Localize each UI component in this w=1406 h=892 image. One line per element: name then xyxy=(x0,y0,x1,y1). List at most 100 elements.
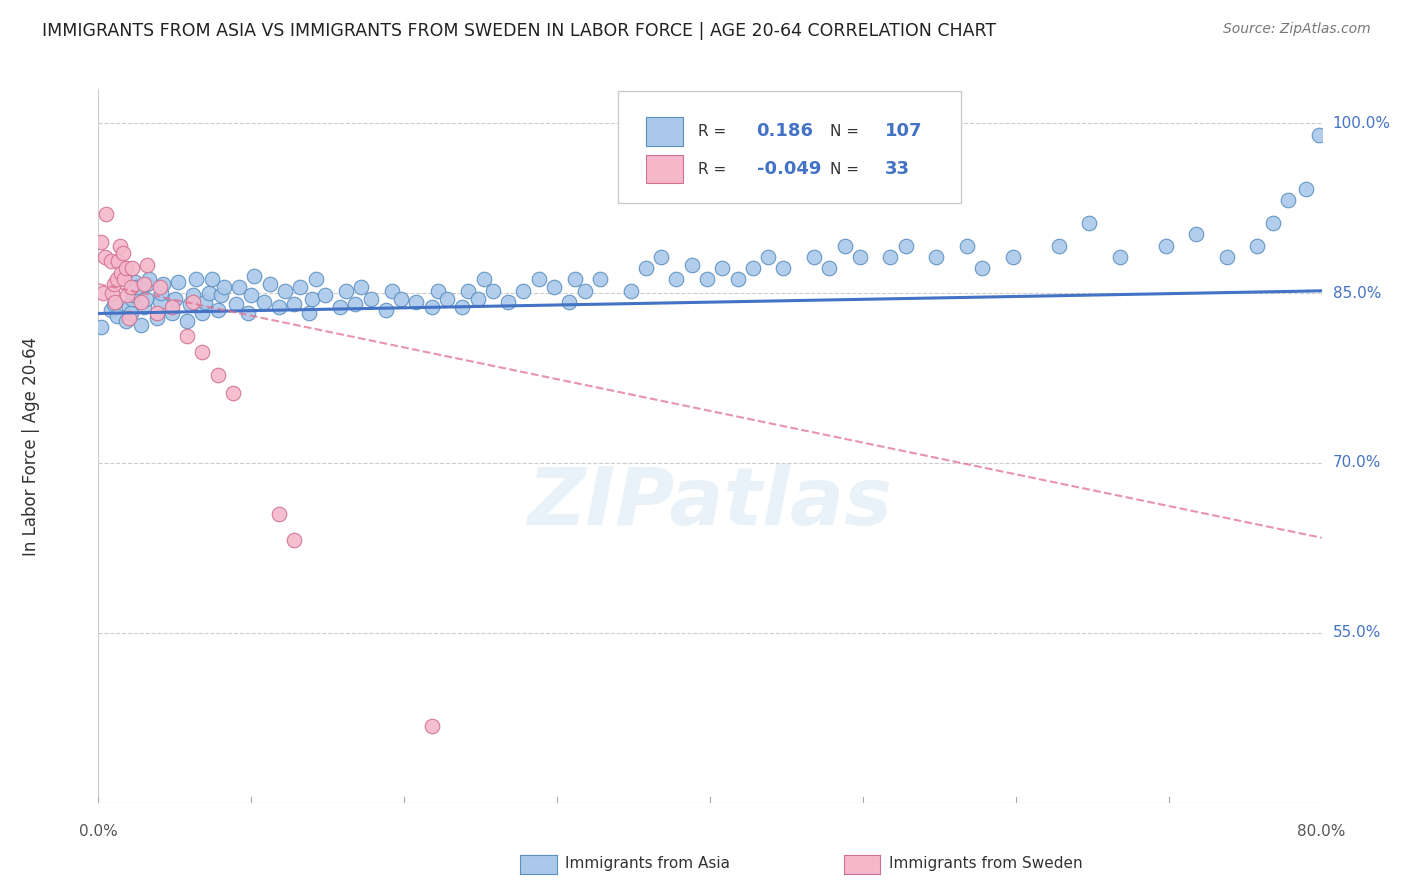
Point xyxy=(344,297,367,311)
Point xyxy=(107,254,129,268)
Point xyxy=(665,272,688,286)
Point xyxy=(894,238,917,252)
Point xyxy=(191,345,214,359)
Point xyxy=(818,261,841,276)
Point xyxy=(191,306,214,320)
Point xyxy=(176,329,198,343)
Point xyxy=(301,292,323,306)
Point xyxy=(1261,216,1284,230)
Text: 0.186: 0.186 xyxy=(756,122,814,140)
Point xyxy=(207,368,229,382)
Point xyxy=(956,238,979,252)
Point xyxy=(558,295,581,310)
Point xyxy=(118,300,141,314)
Point xyxy=(1246,238,1268,252)
Point xyxy=(283,297,305,311)
Point xyxy=(1185,227,1208,242)
Point xyxy=(574,284,596,298)
Point xyxy=(125,280,148,294)
Point xyxy=(110,266,132,280)
Point xyxy=(120,306,142,320)
Point xyxy=(925,250,948,264)
Point xyxy=(136,277,159,291)
Point xyxy=(496,295,519,310)
Point xyxy=(111,246,134,260)
Point xyxy=(420,300,443,314)
Point xyxy=(118,311,141,326)
Point xyxy=(122,288,145,302)
Point xyxy=(350,280,373,294)
Point xyxy=(727,272,749,286)
Point xyxy=(124,275,146,289)
Point xyxy=(240,288,263,302)
Point xyxy=(290,280,312,294)
Point xyxy=(426,284,449,298)
Point xyxy=(756,250,779,264)
Point xyxy=(243,269,266,284)
Point xyxy=(457,284,479,298)
Point xyxy=(360,292,382,306)
Point xyxy=(1001,250,1024,264)
Point xyxy=(179,297,201,311)
Point xyxy=(181,295,204,310)
Point xyxy=(1047,238,1070,252)
Point xyxy=(100,303,122,318)
Text: 85.0%: 85.0% xyxy=(1333,285,1381,301)
Text: 70.0%: 70.0% xyxy=(1333,456,1381,470)
Bar xyxy=(647,117,683,145)
Point xyxy=(1295,182,1317,196)
Point xyxy=(472,272,495,286)
Point xyxy=(117,288,139,302)
Point xyxy=(228,280,250,294)
Point xyxy=(374,303,396,318)
Point xyxy=(212,280,235,294)
Point xyxy=(274,284,297,298)
Point xyxy=(136,258,159,272)
Point xyxy=(329,300,352,314)
Point xyxy=(467,292,489,306)
Point xyxy=(650,250,672,264)
Point xyxy=(589,272,612,286)
Text: 33: 33 xyxy=(884,161,910,178)
Point xyxy=(207,303,229,318)
Point xyxy=(145,311,167,326)
Point xyxy=(389,292,412,306)
Point xyxy=(436,292,458,306)
Point xyxy=(115,261,138,276)
Point xyxy=(176,314,198,328)
Point xyxy=(90,320,112,334)
Point xyxy=(115,314,138,328)
Point xyxy=(91,286,114,301)
Point xyxy=(103,297,125,311)
Point xyxy=(482,284,505,298)
Text: R =: R = xyxy=(697,161,731,177)
Point xyxy=(129,318,152,332)
Text: R =: R = xyxy=(697,124,731,139)
Point xyxy=(879,250,901,264)
Point xyxy=(405,295,427,310)
Point xyxy=(1154,238,1177,252)
Point xyxy=(225,297,247,311)
Point xyxy=(512,284,534,298)
Text: 80.0%: 80.0% xyxy=(1298,823,1346,838)
Point xyxy=(564,272,586,286)
Point xyxy=(381,284,404,298)
Point xyxy=(112,272,135,286)
Point xyxy=(150,286,173,301)
Text: 0.0%: 0.0% xyxy=(79,823,118,838)
Point xyxy=(105,309,128,323)
Point xyxy=(101,286,124,301)
Point xyxy=(451,300,474,314)
Point xyxy=(186,272,208,286)
Point xyxy=(696,272,718,286)
Point xyxy=(1078,216,1101,230)
Point xyxy=(252,295,274,310)
Point xyxy=(100,254,122,268)
Point xyxy=(1308,128,1330,142)
Point xyxy=(160,306,183,320)
Point xyxy=(134,277,156,291)
Point xyxy=(849,250,872,264)
Text: Immigrants from Asia: Immigrants from Asia xyxy=(565,856,730,871)
Text: Source: ZipAtlas.com: Source: ZipAtlas.com xyxy=(1223,22,1371,37)
Point xyxy=(259,277,281,291)
